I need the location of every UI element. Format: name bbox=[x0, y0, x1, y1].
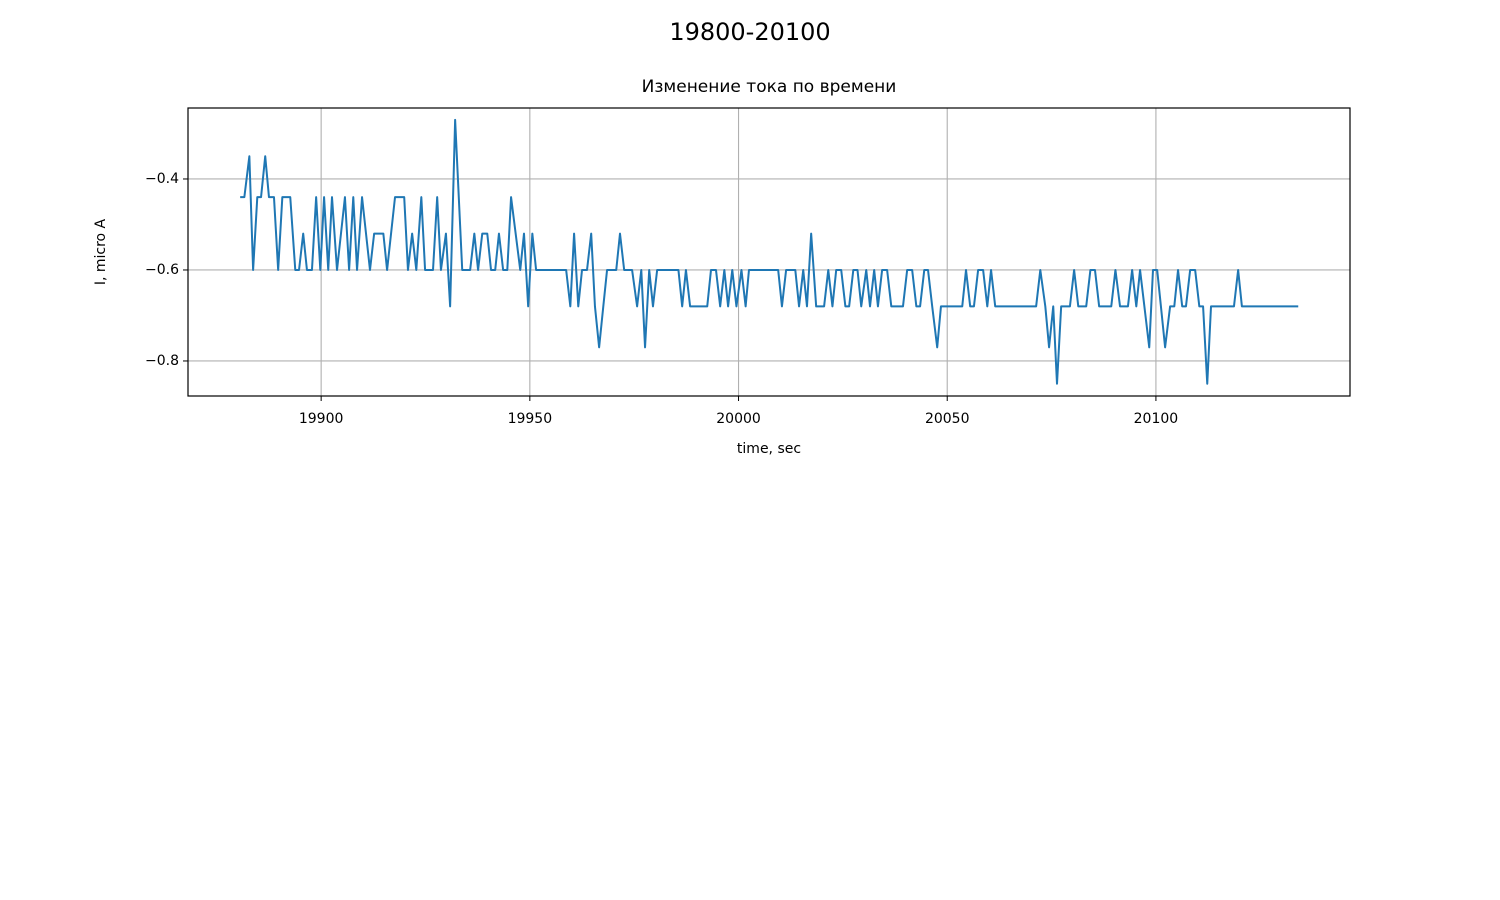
suptitle: 19800-20100 bbox=[669, 18, 830, 46]
y-tick-label: −0.6 bbox=[145, 262, 179, 278]
x-tick-label: 19950 bbox=[508, 411, 553, 427]
y-tick-label: −0.4 bbox=[145, 171, 179, 187]
y-tick-label: −0.8 bbox=[145, 353, 179, 369]
chart-title: Изменение тока по времени bbox=[642, 77, 897, 97]
x-axis-label: time, sec bbox=[737, 441, 801, 457]
x-tick-label: 20100 bbox=[1134, 411, 1179, 427]
x-tick-label: 20050 bbox=[925, 411, 970, 427]
x-tick-label: 19900 bbox=[299, 411, 344, 427]
data-line bbox=[240, 118, 1299, 385]
plot-frame bbox=[187, 107, 1351, 397]
y-axis-label: I, micro A bbox=[93, 218, 109, 285]
x-tick-label: 20000 bbox=[716, 411, 761, 427]
